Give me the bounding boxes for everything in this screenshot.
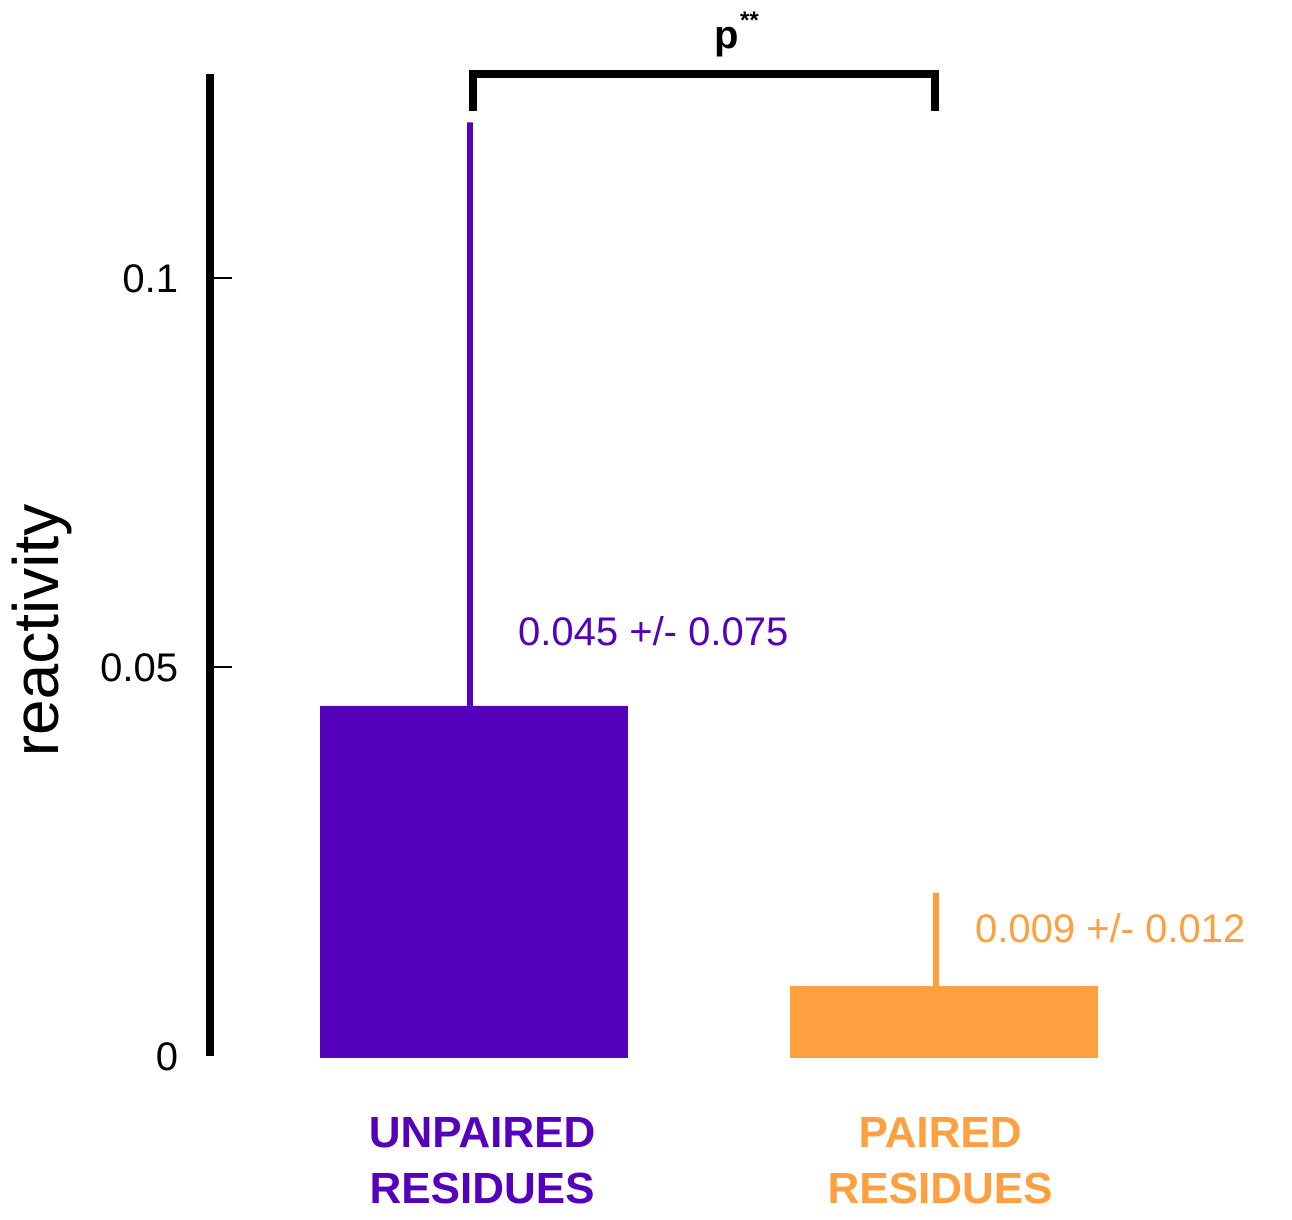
y-tick-label: 0 — [156, 1035, 178, 1079]
significance-superscript: ** — [740, 7, 759, 34]
category-label: PAIRED — [859, 1108, 1022, 1157]
data-label: 0.009 +/- 0.012 — [975, 907, 1245, 951]
bars-group: 0.045 +/- 0.075 UNPAIRED RESIDUES 0.009 +/-… — [320, 122, 1245, 1213]
bar — [320, 705, 628, 1058]
category-label: RESIDUES — [370, 1164, 595, 1213]
y-axis-label: reactivity — [0, 504, 72, 757]
significance-label: p — [714, 13, 738, 57]
significance-bracket: p ** — [469, 7, 939, 111]
y-tick-label: 0.1 — [122, 257, 178, 301]
category-label: RESIDUES — [828, 1164, 1053, 1213]
bracket-line — [469, 70, 939, 111]
y-tick-label: 0.05 — [100, 646, 178, 690]
y-axis-ticks: 0 0.05 0.1 — [100, 257, 232, 1079]
category-label: UNPAIRED — [369, 1108, 596, 1157]
data-label: 0.045 +/- 0.075 — [518, 610, 788, 654]
bar — [790, 985, 1098, 1058]
